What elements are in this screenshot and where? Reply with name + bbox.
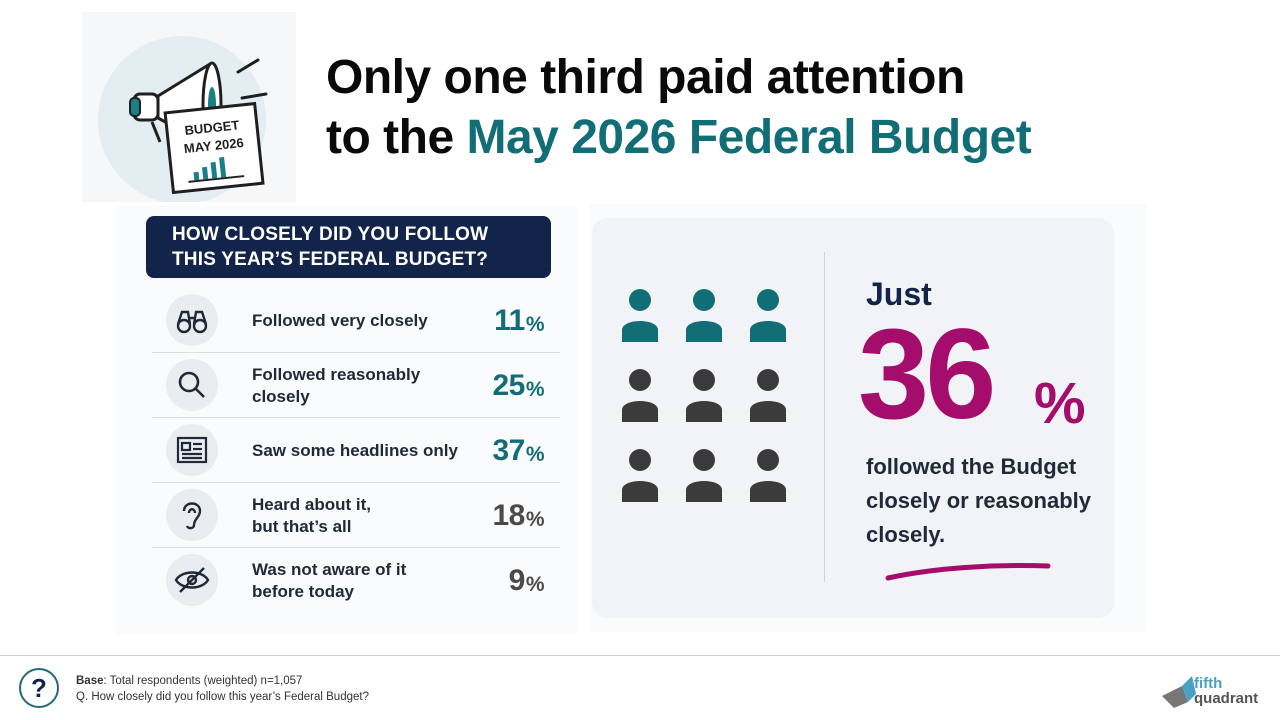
person-icon (750, 449, 786, 502)
megaphone-icon: BUDGET MAY 2026 (98, 36, 268, 202)
row-label: Was not aware of it before today (252, 548, 482, 613)
row-label-line1: Followed reasonably closely (252, 364, 421, 406)
row-label-line1: Was not aware of it (252, 559, 407, 579)
underline-swoosh (885, 563, 1051, 581)
ear-icon (166, 489, 218, 541)
person-icon (686, 369, 722, 422)
row-value: 18% (492, 483, 544, 548)
row-label-line2: but that’s all (252, 516, 352, 536)
row-value-number: 9 (508, 563, 526, 597)
sign-line2: MAY 2026 (183, 135, 244, 156)
row-value-sign: % (525, 507, 545, 531)
title-line1: Only one third paid attention (326, 51, 965, 104)
person-icon-highlighted (686, 289, 722, 342)
callout-divider (824, 252, 825, 582)
question-line2: THIS YEAR’S FEDERAL BUDGET? (172, 249, 489, 270)
row-value-sign: % (525, 442, 545, 466)
row-label: Heard about it, but that’s all (252, 483, 482, 548)
callout-panel (592, 218, 1114, 618)
table-row: Heard about it, but that’s all 18% (152, 483, 560, 548)
row-value-number: 11 (494, 303, 525, 337)
base-label: Base (76, 675, 104, 687)
title-line2-prefix: to the (326, 111, 467, 164)
base-text: : Total respondents (weighted) n=1,057 (103, 675, 303, 687)
binoculars-icon (166, 294, 218, 346)
logo: fifth quadrant (1194, 676, 1258, 706)
question-line1: HOW CLOSELY DID YOU FOLLOW (172, 224, 489, 245)
base-line: Base: Total respondents (weighted) n=1,0… (76, 673, 369, 689)
title-line2: to the May 2026 Federal Budget (326, 108, 1032, 168)
row-value: 11% (494, 288, 544, 353)
table-row: Was not aware of it before today 9% (152, 548, 560, 613)
row-label-line1: Saw some headlines only (252, 440, 458, 460)
table-row: Followed very closely 11% (152, 288, 560, 353)
row-value: 25% (492, 353, 544, 418)
question-footnote: Q. How closely did you follow this year’… (76, 691, 369, 703)
table-row: Followed reasonably closely 25% (152, 353, 560, 418)
eye-slash-icon (166, 554, 218, 606)
people-grid (622, 289, 786, 502)
magnifier-icon (166, 359, 218, 411)
row-label: Saw some headlines only (252, 418, 482, 483)
sign-line1: BUDGET (184, 117, 240, 138)
row-value: 9% (508, 548, 545, 613)
row-value-sign: % (525, 572, 545, 596)
row-value: 37% (492, 418, 544, 483)
row-label-line1: Followed very closely (252, 310, 428, 330)
row-label-line1: Heard about it, (252, 494, 372, 514)
person-icon (750, 369, 786, 422)
row-value-sign: % (525, 312, 545, 336)
table-row: Saw some headlines only 37% (152, 418, 560, 483)
logo-line1: fifth (1194, 675, 1223, 692)
row-label: Followed very closely (252, 288, 482, 353)
newspaper-icon (166, 424, 218, 476)
callout-percent-sign: % (1034, 371, 1086, 436)
person-icon (686, 449, 722, 502)
page-title: Only one third paid attention to the May… (326, 48, 1032, 168)
callout-just: Just (866, 276, 932, 312)
logo-line2: quadrant (1194, 690, 1259, 707)
person-icon-highlighted (622, 289, 658, 342)
logo-mark-icon (1162, 676, 1196, 708)
title-line2-accent: May 2026 Federal Budget (466, 111, 1032, 164)
budget-illustration: BUDGET MAY 2026 (82, 12, 296, 202)
help-glyph: ? (31, 673, 47, 703)
question-header: HOW CLOSELY DID YOU FOLLOW THIS YEAR’S F… (146, 216, 551, 278)
callout-number: 36 (858, 303, 996, 446)
row-value-number: 37 (492, 433, 525, 467)
help-icon[interactable]: ? (19, 668, 59, 708)
footnote: Base: Total respondents (weighted) n=1,0… (76, 673, 369, 705)
row-value-number: 18 (492, 498, 525, 532)
callout-caption: followed the Budget closely or reasonabl… (866, 454, 1091, 547)
row-label-line2: before today (252, 581, 355, 601)
person-icon-highlighted (750, 289, 786, 342)
row-value-number: 25 (492, 368, 525, 402)
row-label: Followed reasonably closely (252, 353, 482, 418)
person-icon (622, 449, 658, 502)
response-list: Followed very closely 11% Followed reasona… (152, 288, 560, 613)
footer-divider (0, 655, 1280, 656)
row-value-sign: % (525, 377, 545, 401)
person-icon (622, 369, 658, 422)
